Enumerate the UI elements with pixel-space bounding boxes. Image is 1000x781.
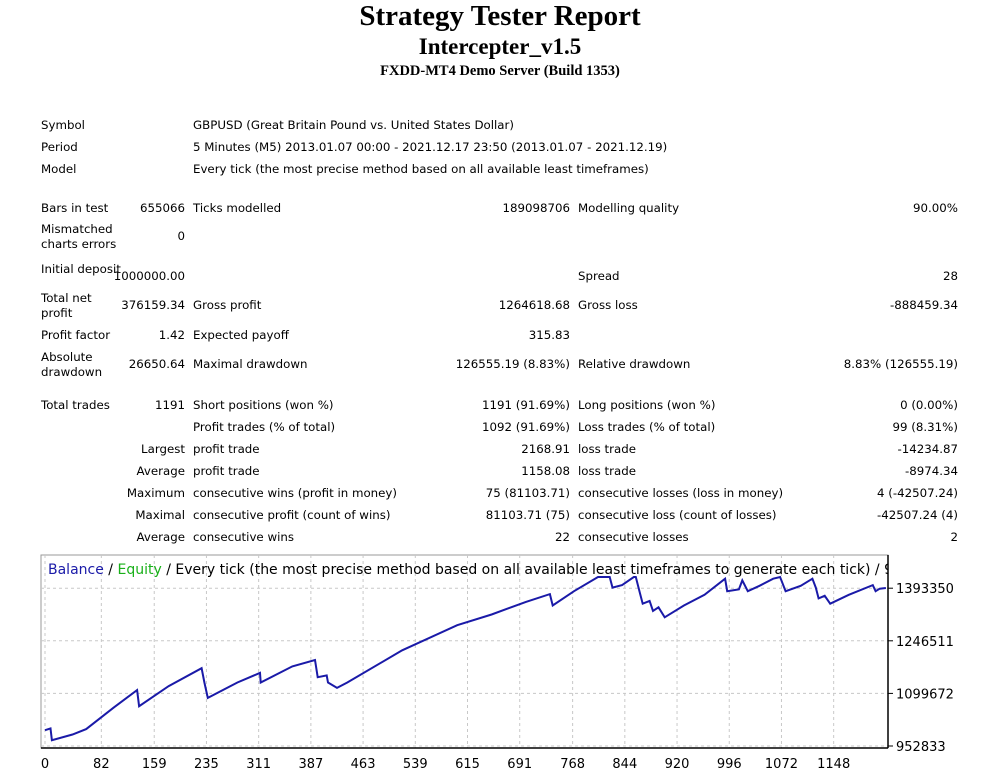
stat-label: consecutive loss (count of losses) bbox=[578, 508, 777, 522]
x-tick-label: 1072 bbox=[765, 757, 798, 772]
x-tick-label: 691 bbox=[507, 757, 532, 772]
stat-label: Long positions (won %) bbox=[578, 398, 716, 412]
stat-label: consecutive wins (profit in money) bbox=[193, 486, 397, 500]
stat-label: Relative drawdown bbox=[578, 357, 691, 371]
stat-value: 75 (81103.71) bbox=[485, 486, 570, 500]
legend-equity: Equity bbox=[117, 562, 161, 578]
stat-label: GBPUSD (Great Britain Pound vs. United S… bbox=[193, 118, 514, 132]
stat-value: 81103.71 (75) bbox=[485, 508, 570, 522]
stat-label: Bars in test bbox=[41, 201, 109, 215]
stat-value: 2 bbox=[950, 530, 958, 544]
stat-label: Loss trades (% of total) bbox=[578, 420, 716, 434]
y-tick-label: 1246511 bbox=[896, 635, 954, 650]
stat-label: Model bbox=[41, 162, 77, 176]
x-tick-label: 768 bbox=[560, 757, 585, 772]
balance-line bbox=[44, 575, 887, 742]
legend-balance: Balance bbox=[48, 562, 104, 578]
stat-value: Largest bbox=[141, 442, 185, 456]
stat-value: 1264618.68 bbox=[498, 298, 570, 312]
x-tick-label: 82 bbox=[93, 757, 110, 772]
x-tick-label: 159 bbox=[142, 757, 167, 772]
stat-label: Absolute drawdown bbox=[41, 350, 103, 379]
balance-chart: 0 82 159 235 311 387 463 539 615 691 768 844 920 996 1… bbox=[40, 554, 954, 772]
stat-value: -14234.87 bbox=[897, 442, 958, 456]
stat-label: Total trades bbox=[41, 398, 110, 412]
stat-label: Ticks modelled bbox=[193, 201, 282, 215]
stat-value: Average bbox=[136, 530, 185, 544]
stat-label: consecutive profit (count of wins) bbox=[193, 508, 391, 522]
stat-label: Initial deposit bbox=[41, 262, 121, 276]
stat-value: 90.00% bbox=[913, 201, 958, 215]
x-tick-label: 615 bbox=[455, 757, 480, 772]
stat-value: Average bbox=[136, 464, 185, 478]
x-tick-label: 387 bbox=[298, 757, 323, 772]
stat-value: 0 (0.00%) bbox=[900, 398, 958, 412]
x-tick-label: 539 bbox=[403, 757, 428, 772]
stat-value: 1158.08 bbox=[521, 464, 570, 478]
server-name: FXDD-MT4 Demo Server (Build 1353) bbox=[380, 63, 620, 79]
stat-value: 28 bbox=[942, 269, 958, 283]
stat-label: consecutive wins bbox=[193, 530, 294, 544]
stat-label: Total net profit bbox=[41, 291, 92, 320]
legend-model: / Every tick (the most precise method ba… bbox=[162, 562, 938, 578]
stat-label: Profit factor bbox=[41, 328, 111, 342]
stat-label: Short positions (won %) bbox=[193, 398, 334, 412]
stat-value: 0 bbox=[177, 229, 185, 243]
x-tick-label: 0 bbox=[41, 757, 49, 772]
stat-label: 5 Minutes (M5) 2013.01.07 00:00 - 2021.1… bbox=[193, 140, 668, 154]
stat-label: Spread bbox=[578, 269, 620, 283]
stat-value: 189098706 bbox=[502, 201, 570, 215]
stat-value: Maximum bbox=[126, 486, 185, 500]
stat-value: 4 (-42507.24) bbox=[876, 486, 958, 500]
stat-label: Symbol bbox=[41, 118, 85, 132]
stat-label: Every tick (the most precise method base… bbox=[193, 162, 649, 176]
stat-value: 1092 (91.69%) bbox=[482, 420, 570, 434]
stat-label: Gross loss bbox=[578, 298, 638, 312]
stat-label: Expected payoff bbox=[193, 328, 289, 342]
stat-label: profit trade bbox=[193, 442, 260, 456]
stat-value: 8.83% (126555.19) bbox=[843, 357, 958, 371]
stat-value: 1191 (91.69%) bbox=[482, 398, 570, 412]
stat-label: consecutive losses (loss in money) bbox=[578, 486, 784, 500]
chart-legend: Balance / Equity / Every tick (the most … bbox=[48, 562, 937, 578]
stat-label: Gross profit bbox=[193, 298, 262, 312]
y-tick-label: 1393350 bbox=[896, 582, 954, 597]
stat-value: 1191 bbox=[154, 398, 185, 412]
stat-label: Modelling quality bbox=[578, 201, 680, 215]
stat-value: -42507.24 (4) bbox=[876, 508, 958, 522]
stat-label: Period bbox=[41, 140, 78, 154]
stat-value: 2168.91 bbox=[521, 442, 570, 456]
stat-value: 1.42 bbox=[158, 328, 185, 342]
stat-value: 126555.19 (8.83%) bbox=[455, 357, 570, 371]
y-tick-label: 952833 bbox=[896, 740, 946, 755]
stat-value: -888459.34 bbox=[889, 298, 958, 312]
x-tick-label: 844 bbox=[612, 757, 637, 772]
x-tick-label: 235 bbox=[194, 757, 219, 772]
stat-value: 22 bbox=[554, 530, 570, 544]
expert-name: Intercepter_v1.5 bbox=[418, 34, 582, 59]
y-tick-label: 1099672 bbox=[896, 687, 954, 702]
x-tick-label: 1148 bbox=[817, 757, 850, 772]
stat-label: profit trade bbox=[193, 464, 260, 478]
stat-value: 26650.64 bbox=[128, 357, 185, 371]
stat-value: Maximal bbox=[135, 508, 185, 522]
stat-label: Mismatched charts errors bbox=[41, 222, 117, 251]
stat-label: loss trade bbox=[578, 464, 636, 478]
stat-label: Maximal drawdown bbox=[193, 357, 308, 371]
stat-label: consecutive losses bbox=[578, 530, 689, 544]
stat-value: 376159.34 bbox=[121, 298, 185, 312]
stat-value: 315.83 bbox=[528, 328, 570, 342]
x-tick-label: 463 bbox=[351, 757, 376, 772]
x-tick-label: 311 bbox=[246, 757, 271, 772]
stat-value: 655066 bbox=[139, 201, 185, 215]
x-tick-label: 996 bbox=[717, 757, 742, 772]
stat-value: -8974.34 bbox=[904, 464, 958, 478]
legend-separator: / bbox=[104, 562, 118, 578]
x-tick-label: 920 bbox=[665, 757, 690, 772]
stat-label: loss trade bbox=[578, 442, 636, 456]
stat-value: 1000000.00 bbox=[113, 269, 185, 283]
stat-value: 99 (8.31%) bbox=[892, 420, 958, 434]
stat-label: Profit trades (% of total) bbox=[193, 420, 336, 434]
report-title: Strategy Tester Report bbox=[359, 0, 641, 32]
